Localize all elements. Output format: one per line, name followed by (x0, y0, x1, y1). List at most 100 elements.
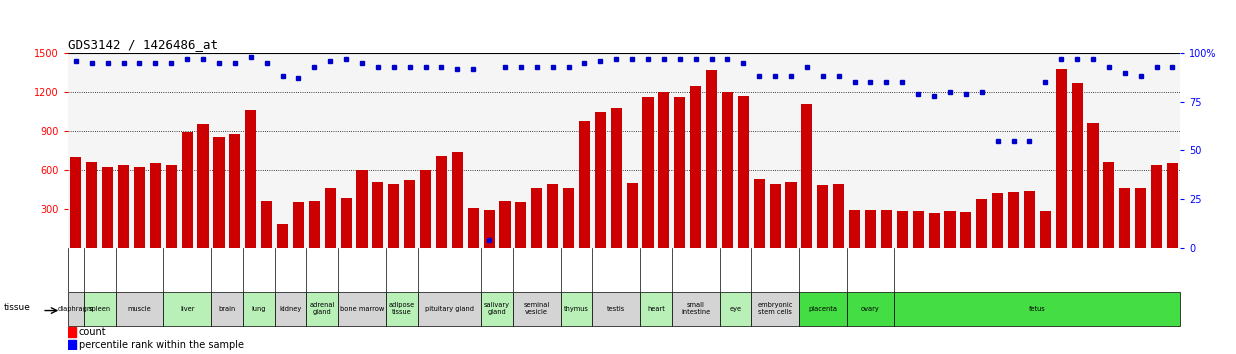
Text: GSM252074: GSM252074 (232, 250, 237, 281)
Text: GDS3142 / 1426486_at: GDS3142 / 1426486_at (68, 38, 218, 51)
Bar (84, 292, 116, 326)
Text: GSM252096: GSM252096 (582, 250, 587, 281)
Bar (561, 292, 592, 326)
Bar (293, 202, 304, 248)
Bar (1072, 83, 1083, 248)
Text: GSM252113: GSM252113 (852, 250, 857, 281)
Bar (211, 292, 242, 326)
Bar (513, 292, 561, 326)
Bar (103, 167, 114, 248)
Bar (993, 193, 1004, 248)
Bar (798, 292, 847, 326)
Bar (1104, 162, 1115, 248)
Text: GSM252093: GSM252093 (534, 250, 539, 281)
Bar (214, 137, 225, 248)
Text: testis: testis (607, 306, 625, 312)
Bar (119, 165, 130, 248)
Bar (865, 210, 876, 248)
Bar (548, 184, 559, 248)
Text: GSM252071: GSM252071 (184, 250, 189, 281)
Text: GSM252095: GSM252095 (566, 250, 571, 281)
Bar (944, 211, 955, 248)
Text: GSM252081: GSM252081 (344, 250, 349, 281)
Text: GSM252121: GSM252121 (979, 250, 984, 281)
Bar (116, 292, 163, 326)
Bar (562, 188, 574, 248)
Bar (786, 182, 796, 248)
Text: seminal
vesicle: seminal vesicle (524, 302, 550, 315)
Text: muscle: muscle (127, 306, 151, 312)
Bar (722, 92, 733, 248)
Bar (976, 199, 988, 248)
Text: GSM252119: GSM252119 (948, 250, 953, 281)
Text: embryonic
stem cells: embryonic stem cells (758, 302, 792, 315)
Text: GSM252123: GSM252123 (1011, 250, 1016, 281)
Bar (751, 292, 798, 326)
Text: percentile rank within the sample: percentile rank within the sample (79, 339, 243, 349)
Bar (388, 184, 399, 248)
Text: GSM252129: GSM252129 (1106, 250, 1111, 281)
Text: kidney: kidney (279, 306, 302, 312)
Bar (849, 210, 860, 248)
Bar (675, 97, 685, 248)
Bar (1120, 188, 1131, 248)
Bar (847, 292, 895, 326)
Text: GSM252103: GSM252103 (693, 250, 698, 281)
Bar (611, 108, 622, 248)
Text: GSM252132: GSM252132 (1154, 250, 1159, 281)
Bar (643, 97, 654, 248)
Text: GSM252104: GSM252104 (709, 250, 714, 281)
Bar (499, 201, 510, 248)
Text: GSM252124: GSM252124 (1027, 250, 1032, 281)
Bar (595, 112, 606, 248)
Bar (659, 92, 670, 248)
Bar (481, 292, 513, 326)
Bar (230, 133, 240, 248)
Bar (386, 292, 418, 326)
Bar (912, 211, 923, 248)
Text: spleen: spleen (89, 306, 111, 312)
Text: adipose
tissue: adipose tissue (388, 302, 415, 315)
Bar (1007, 192, 1018, 248)
Text: GSM252082: GSM252082 (360, 250, 365, 281)
Bar (754, 179, 765, 248)
Text: count: count (79, 327, 106, 337)
Text: GSM252086: GSM252086 (423, 250, 428, 281)
Text: GSM252117: GSM252117 (916, 250, 921, 281)
Text: GSM252087: GSM252087 (439, 250, 444, 281)
Bar (166, 165, 177, 248)
Text: GSM252128: GSM252128 (1090, 250, 1095, 281)
Text: GSM252131: GSM252131 (1138, 250, 1143, 281)
Text: ovary: ovary (861, 306, 880, 312)
Bar (672, 292, 719, 326)
Text: GSM252067: GSM252067 (121, 250, 126, 281)
Text: lung: lung (251, 306, 266, 312)
Bar (242, 292, 274, 326)
Text: adrenal
gland: adrenal gland (309, 302, 335, 315)
Text: GSM252099: GSM252099 (629, 250, 634, 281)
Bar (274, 292, 307, 326)
Bar (627, 183, 638, 248)
Bar (706, 70, 717, 248)
Text: GSM252109: GSM252109 (789, 250, 794, 281)
Text: GSM252073: GSM252073 (216, 250, 221, 281)
Bar (198, 125, 209, 248)
Bar (182, 132, 193, 248)
Text: GSM252125: GSM252125 (1043, 250, 1048, 281)
Text: eye: eye (729, 306, 742, 312)
Text: fetus: fetus (1030, 306, 1046, 312)
Text: GSM252085: GSM252085 (407, 250, 412, 281)
Bar (578, 121, 590, 248)
Bar (531, 188, 543, 248)
Text: GSM252115: GSM252115 (884, 250, 889, 281)
Bar (1135, 188, 1146, 248)
Bar (68, 340, 75, 349)
Bar (420, 170, 431, 248)
Text: GSM252122: GSM252122 (995, 250, 1000, 281)
Text: GSM252077: GSM252077 (281, 250, 286, 281)
Text: brain: brain (219, 306, 236, 312)
Text: GSM252078: GSM252078 (295, 250, 300, 281)
Bar (640, 292, 672, 326)
Text: GSM252133: GSM252133 (1170, 250, 1175, 281)
Bar (690, 86, 701, 248)
